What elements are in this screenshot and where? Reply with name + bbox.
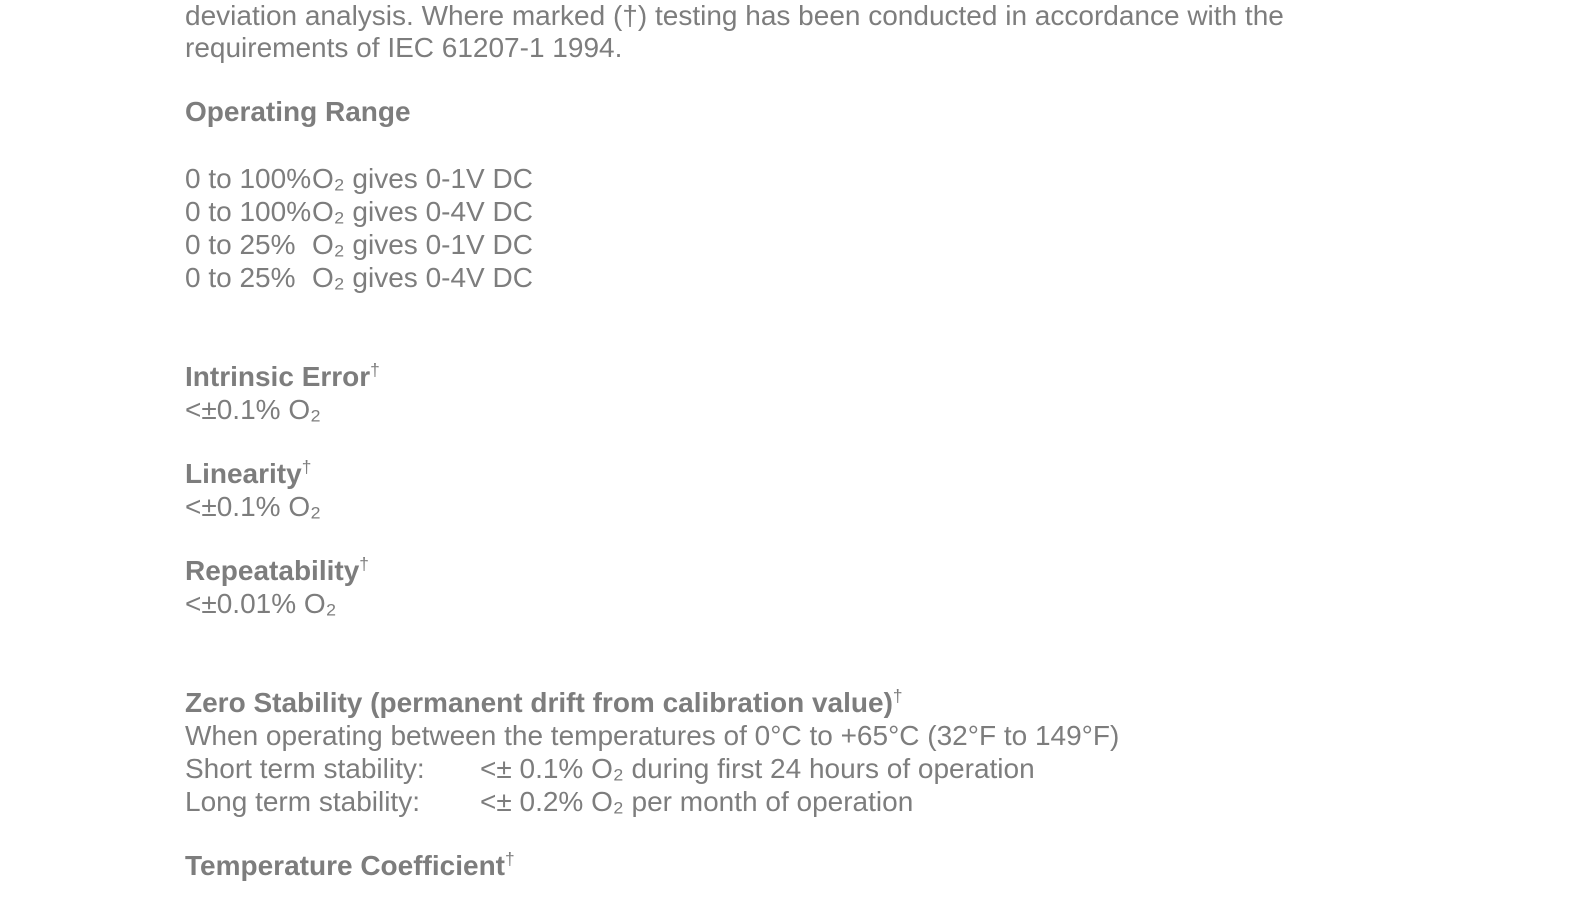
range-output: O₂ gives 0-1V DC xyxy=(312,163,533,194)
dagger-mark: † xyxy=(359,554,369,574)
stability-row-long-term: Long term stability: <± 0.2% O₂ per month… xyxy=(185,785,1527,818)
stability-label: Long term stability: xyxy=(185,786,420,817)
spec-block-zero-stability: Zero Stability (permanent drift from cal… xyxy=(185,686,1527,818)
repeatability-value: <±0.01% O₂ xyxy=(185,588,337,619)
range-output: O₂ gives 0-4V DC xyxy=(312,262,533,293)
stability-value: <± 0.2% O₂ per month of operation xyxy=(480,786,914,817)
operating-range-row: 0 to 25% O₂ gives 0-4V DC xyxy=(185,261,1527,294)
operating-range-row: 0 to 100%O₂ gives 0-1V DC xyxy=(185,162,1527,195)
operating-range-list: 0 to 100%O₂ gives 0-1V DC 0 to 100%O₂ gi… xyxy=(185,162,1527,294)
intro-paragraph: deviation analysis. Where marked (†) tes… xyxy=(185,0,1527,64)
zero-stability-condition: When operating between the temperatures … xyxy=(185,720,1120,751)
linearity-heading: Linearity† xyxy=(185,457,1527,490)
stability-row-short-term: Short term stability: <± 0.1% O₂ during f… xyxy=(185,752,1527,785)
range-span: 0 to 25% xyxy=(185,262,296,293)
heading-text: Zero Stability (permanent drift from cal… xyxy=(185,687,893,718)
linearity-value: <±0.1% O₂ xyxy=(185,491,321,522)
intrinsic-error-value: <±0.1% O₂ xyxy=(185,394,321,425)
range-output: O₂ gives 0-4V DC xyxy=(312,196,533,227)
dagger-mark: † xyxy=(505,849,515,869)
dagger-mark: † xyxy=(370,360,380,380)
intro-line-2: requirements of IEC 61207-1 1994. xyxy=(185,32,623,63)
heading-text: Repeatability xyxy=(185,555,360,586)
intrinsic-error-heading: Intrinsic Error† xyxy=(185,360,1527,393)
range-span: 0 to 25% xyxy=(185,229,296,260)
dagger-mark: † xyxy=(301,457,312,477)
repeatability-heading: Repeatability† xyxy=(185,554,1527,587)
spec-block-linearity: Linearity† <±0.1% O₂ xyxy=(185,457,1527,523)
operating-range-row: 0 to 100%O₂ gives 0-4V DC xyxy=(185,195,1527,228)
intro-line-1: deviation analysis. Where marked (†) tes… xyxy=(185,0,1284,31)
zero-stability-heading: Zero Stability (permanent drift from cal… xyxy=(185,686,1527,719)
heading-text: Intrinsic Error xyxy=(185,361,371,392)
stability-label: Short term stability: xyxy=(185,753,425,784)
heading-text: Temperature Coefficient xyxy=(185,850,505,881)
range-output: O₂ gives 0-1V DC xyxy=(312,229,533,260)
spec-block-repeatability: Repeatability† <±0.01% O₂ xyxy=(185,554,1527,620)
spec-block-intrinsic-error: Intrinsic Error† <±0.1% O₂ xyxy=(185,360,1527,426)
operating-range-row: 0 to 25% O₂ gives 0-1V DC xyxy=(185,228,1527,261)
range-span: 0 to 100% xyxy=(185,163,312,194)
range-span: 0 to 100% xyxy=(185,196,312,227)
dagger-mark: † xyxy=(892,686,903,706)
temperature-coefficient-heading: Temperature Coefficient† xyxy=(185,849,1527,882)
heading-text: Linearity xyxy=(185,458,302,489)
stability-value: <± 0.1% O₂ during first 24 hours of oper… xyxy=(480,753,1035,784)
operating-range-heading: Operating Range xyxy=(185,96,411,127)
